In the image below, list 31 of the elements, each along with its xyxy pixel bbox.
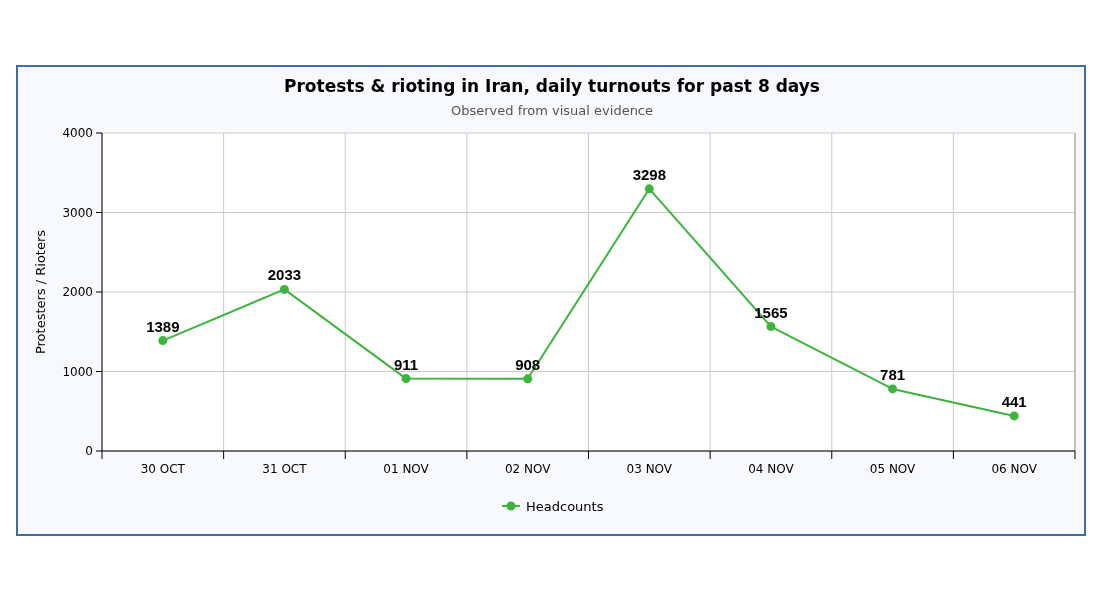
data-label: 3298 [632, 165, 666, 183]
chart-subtitle: Observed from visual evidence [450, 103, 654, 118]
point [158, 336, 168, 346]
y-tick-label: 3000 [62, 205, 93, 220]
point [279, 284, 289, 294]
x-tick-label: 30 OCT [140, 462, 186, 476]
legend-label: Headcounts [526, 499, 604, 514]
data-label: 911 [393, 355, 419, 373]
chart-title: Protests & rioting in Iran, daily turnouts for past 8 days [284, 76, 820, 96]
x-tick-label: 05 NOV [869, 462, 917, 476]
x-tick-label: 02 NOV [504, 462, 552, 476]
y-tick-label: 0 [85, 444, 93, 458]
data-label: 2033 [267, 266, 302, 284]
x-tick-label: 04 NOV [748, 462, 795, 476]
x-tick-label: 01 NOV [383, 462, 430, 476]
x-tick-label: 03 NOV [626, 462, 673, 476]
y-tick-label: 4000 [62, 126, 93, 140]
y-tick-label: 2000 [62, 285, 93, 299]
data-label: 441 [1001, 392, 1027, 410]
y-tick-label: 1000 [62, 364, 93, 379]
point [1009, 411, 1019, 421]
point [888, 384, 898, 394]
point [523, 374, 533, 384]
point [401, 374, 411, 384]
x-tick-label: 06 NOV [991, 462, 1038, 476]
point [644, 184, 654, 194]
data-label: 1389 [146, 317, 180, 335]
y-axis-title: Protesters / Rioters [33, 229, 48, 355]
x-tick-label: 31 OCT [262, 462, 308, 476]
data-label: 781 [880, 365, 906, 383]
point [766, 322, 776, 332]
